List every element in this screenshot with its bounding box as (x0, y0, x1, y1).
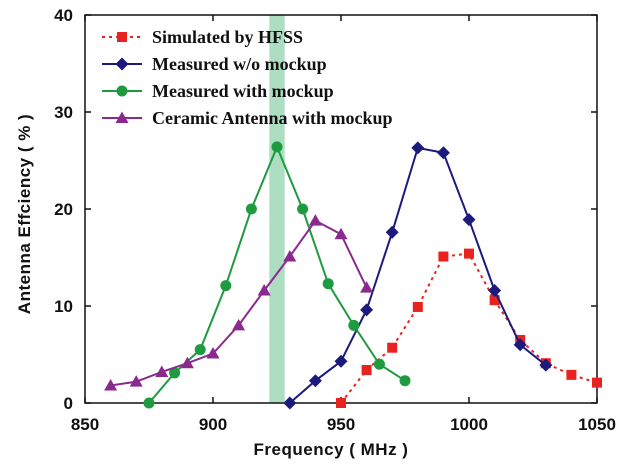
data-point (360, 303, 374, 317)
legend-entry: Ceramic Antenna with mockup (102, 108, 393, 128)
y-tick-label: 10 (54, 297, 73, 316)
data-point (334, 227, 348, 240)
data-point (271, 141, 283, 153)
legend-label: Ceramic Antenna with mockup (152, 108, 393, 128)
data-point (283, 396, 297, 410)
data-point (462, 213, 476, 227)
data-point (385, 225, 399, 239)
legend-label: Simulated by HFSS (152, 27, 303, 47)
series-circle (143, 141, 411, 409)
data-point (464, 248, 474, 259)
x-tick-label: 850 (71, 415, 99, 434)
series-layer (104, 141, 602, 410)
data-point (488, 283, 502, 297)
legend-marker (115, 57, 129, 71)
data-point (232, 318, 246, 331)
data-point (220, 280, 232, 292)
data-point (180, 356, 194, 369)
data-point (348, 319, 360, 331)
data-point (361, 365, 372, 376)
x-tick-label: 900 (199, 415, 227, 434)
legend-entry: Simulated by HFSS (102, 27, 303, 47)
legend-label: Measured w/o mockup (152, 54, 327, 74)
y-tick-label: 40 (54, 6, 73, 25)
data-point (436, 146, 450, 160)
data-point (334, 354, 348, 368)
data-point (194, 344, 206, 356)
legend-marker (117, 32, 127, 42)
data-point (297, 203, 309, 215)
data-point (412, 301, 423, 312)
data-point (104, 379, 118, 391)
legend-entry: Measured w/o mockup (102, 54, 327, 74)
data-point (206, 347, 220, 359)
data-point (257, 283, 271, 296)
data-point (322, 278, 334, 290)
series-triangle (104, 214, 374, 391)
x-tick-label: 1050 (578, 415, 616, 434)
data-point (308, 374, 322, 388)
data-point (373, 358, 385, 370)
data-point (129, 375, 143, 387)
x-tick-label: 950 (327, 415, 355, 434)
y-tick-label: 0 (64, 394, 73, 413)
x-tick-label: 1000 (450, 415, 488, 434)
data-point (539, 358, 553, 372)
highlight-band (269, 15, 285, 403)
data-point (283, 250, 297, 262)
data-point (411, 141, 425, 155)
data-point (155, 365, 169, 377)
series-diamond (283, 141, 553, 410)
x-axis-title: Frequency ( MHz ) (254, 440, 409, 459)
legend-marker (115, 111, 129, 123)
legend: Simulated by HFSS Measured w/o mockup Meas… (102, 27, 393, 128)
series-line (340, 252, 598, 404)
y-tick-label: 30 (54, 103, 73, 122)
data-point (336, 398, 346, 408)
y-tick-label: 20 (54, 200, 73, 219)
axes: 850 900 950 1000 1050 0 10 20 30 40 (54, 6, 616, 434)
data-point (360, 281, 374, 293)
data-point (592, 377, 602, 388)
data-point (169, 367, 181, 379)
data-point (308, 214, 322, 226)
legend-marker (116, 85, 128, 97)
series-line (289, 146, 547, 404)
data-point (489, 295, 500, 306)
series-square (336, 248, 602, 408)
legend-label: Measured with mockup (152, 81, 334, 101)
data-point (387, 342, 398, 353)
data-point (245, 203, 257, 215)
data-point (566, 369, 577, 380)
legend-entry: Measured with mockup (102, 81, 334, 101)
data-point (438, 251, 449, 262)
data-point (513, 338, 527, 352)
data-point (399, 375, 411, 387)
data-point (143, 397, 155, 409)
y-axis-title: Antenna Effciency ( % ) (15, 114, 34, 314)
highlight-band-layer (269, 15, 285, 403)
